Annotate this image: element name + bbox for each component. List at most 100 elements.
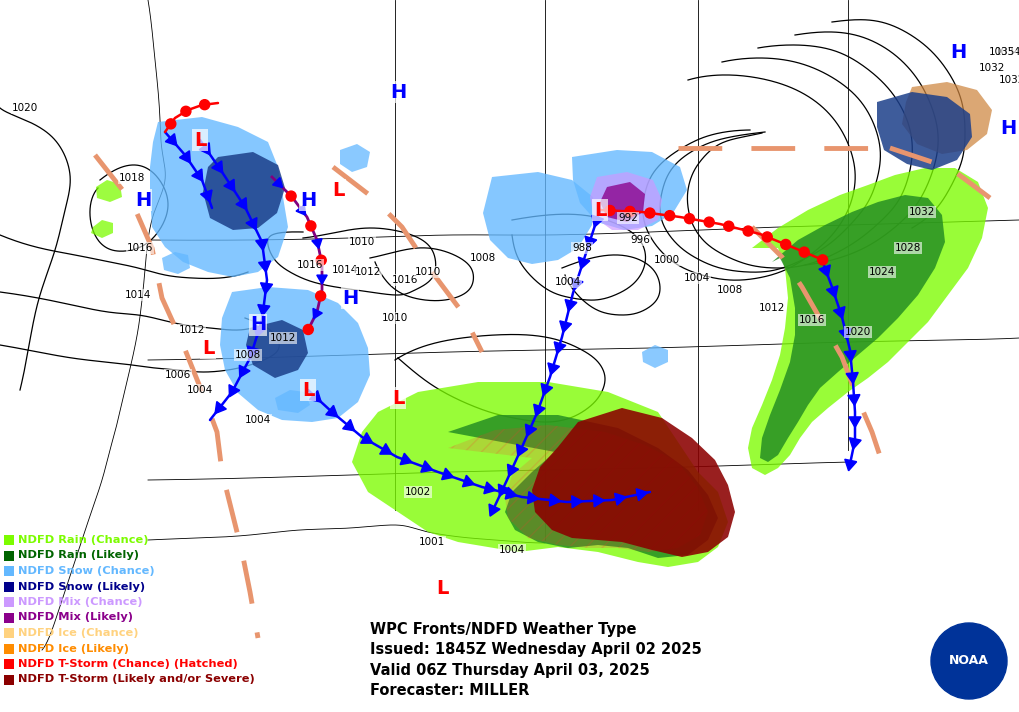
Text: 1001: 1001 — [419, 537, 445, 547]
Text: NDFD Ice (Chance): NDFD Ice (Chance) — [18, 628, 139, 638]
Polygon shape — [448, 425, 708, 552]
Text: L: L — [194, 130, 206, 150]
Text: H: H — [390, 83, 407, 102]
Polygon shape — [340, 144, 370, 172]
Circle shape — [781, 239, 791, 249]
Text: L: L — [202, 338, 214, 357]
Text: 1020: 1020 — [12, 103, 38, 113]
Text: 1018: 1018 — [119, 173, 145, 183]
Polygon shape — [590, 172, 662, 230]
Polygon shape — [246, 320, 308, 378]
Bar — [4, 644, 14, 654]
Circle shape — [685, 214, 695, 224]
Text: NOAA: NOAA — [949, 654, 988, 668]
Circle shape — [817, 255, 827, 265]
Circle shape — [316, 291, 326, 301]
Text: 1032: 1032 — [999, 75, 1019, 85]
Text: 1004: 1004 — [499, 545, 525, 555]
Polygon shape — [483, 172, 593, 264]
Polygon shape — [220, 287, 370, 422]
Text: 1006: 1006 — [165, 370, 192, 380]
Text: H: H — [950, 43, 966, 61]
Bar — [4, 566, 14, 576]
Text: L: L — [302, 380, 314, 399]
Circle shape — [316, 255, 326, 265]
Text: 1004: 1004 — [186, 385, 213, 395]
Circle shape — [605, 206, 615, 216]
Circle shape — [931, 623, 1007, 699]
Polygon shape — [532, 408, 735, 557]
Circle shape — [762, 232, 772, 242]
Text: 1004: 1004 — [684, 273, 710, 283]
Circle shape — [304, 325, 313, 335]
Bar — [4, 628, 14, 638]
Circle shape — [200, 100, 210, 110]
Text: 1016: 1016 — [126, 243, 153, 253]
Polygon shape — [448, 415, 718, 558]
Text: 1012: 1012 — [355, 267, 381, 277]
Circle shape — [645, 208, 655, 218]
Text: 1032: 1032 — [979, 63, 1005, 73]
Text: 988: 988 — [572, 243, 592, 253]
Text: NDFD Mix (Likely): NDFD Mix (Likely) — [18, 612, 133, 622]
Text: H: H — [135, 191, 151, 209]
Text: 1016: 1016 — [799, 315, 825, 325]
Text: 1024: 1024 — [869, 267, 895, 277]
Bar — [4, 535, 14, 545]
Circle shape — [625, 206, 635, 216]
Text: 1016: 1016 — [392, 275, 418, 285]
Text: NDFD Ice (Likely): NDFD Ice (Likely) — [18, 644, 129, 654]
Text: 1000: 1000 — [654, 255, 680, 265]
Text: L: L — [392, 389, 405, 407]
Polygon shape — [760, 195, 945, 462]
Text: 1010: 1010 — [348, 237, 375, 247]
Text: NDFD T-Storm (Chance) (Hatched): NDFD T-Storm (Chance) (Hatched) — [18, 659, 237, 669]
Text: L: L — [332, 181, 344, 199]
Text: L: L — [594, 201, 606, 219]
Text: 1035: 1035 — [988, 47, 1015, 57]
Bar — [4, 612, 14, 622]
Polygon shape — [902, 82, 993, 154]
Text: 996: 996 — [630, 235, 650, 245]
Text: 1012: 1012 — [178, 325, 205, 335]
Circle shape — [166, 119, 176, 129]
Text: NDFD T-Storm (Likely and/or Severe): NDFD T-Storm (Likely and/or Severe) — [18, 674, 255, 684]
Text: 1008: 1008 — [470, 253, 496, 263]
Text: 992: 992 — [619, 213, 638, 223]
Polygon shape — [642, 345, 668, 368]
Circle shape — [743, 226, 753, 236]
Text: NDFD Rain (Chance): NDFD Rain (Chance) — [18, 535, 149, 545]
Text: 1032: 1032 — [909, 207, 935, 217]
Text: 1020: 1020 — [845, 327, 871, 337]
Text: 1016: 1016 — [297, 260, 323, 270]
Bar — [4, 659, 14, 669]
Circle shape — [286, 191, 297, 201]
Text: 1008: 1008 — [717, 285, 743, 295]
Polygon shape — [150, 117, 288, 277]
Circle shape — [181, 106, 191, 116]
Text: L: L — [436, 578, 448, 597]
Text: 1010: 1010 — [382, 313, 409, 323]
Polygon shape — [352, 382, 728, 567]
Text: H: H — [250, 315, 266, 335]
Text: NDFD Snow (Likely): NDFD Snow (Likely) — [18, 582, 145, 592]
Circle shape — [799, 247, 809, 257]
Polygon shape — [572, 150, 687, 230]
Text: 1034: 1034 — [995, 47, 1019, 57]
Text: 1012: 1012 — [759, 303, 786, 313]
Circle shape — [723, 221, 734, 231]
Bar — [4, 597, 14, 607]
Text: 1002: 1002 — [405, 487, 431, 497]
Text: 1012: 1012 — [270, 333, 297, 343]
Text: H: H — [342, 288, 358, 308]
Text: WPC Fronts/NDFD Weather Type
Issued: 1845Z Wednesday April 02 2025
Valid 06Z Thu: WPC Fronts/NDFD Weather Type Issued: 184… — [370, 622, 702, 698]
Circle shape — [704, 217, 714, 227]
Polygon shape — [748, 168, 988, 475]
Text: 1008: 1008 — [234, 350, 261, 360]
Text: 1010: 1010 — [415, 267, 441, 277]
Text: 1014: 1014 — [332, 265, 359, 275]
Polygon shape — [96, 180, 122, 202]
Bar — [4, 674, 14, 684]
Polygon shape — [275, 390, 310, 413]
Text: NDFD Rain (Likely): NDFD Rain (Likely) — [18, 550, 139, 560]
